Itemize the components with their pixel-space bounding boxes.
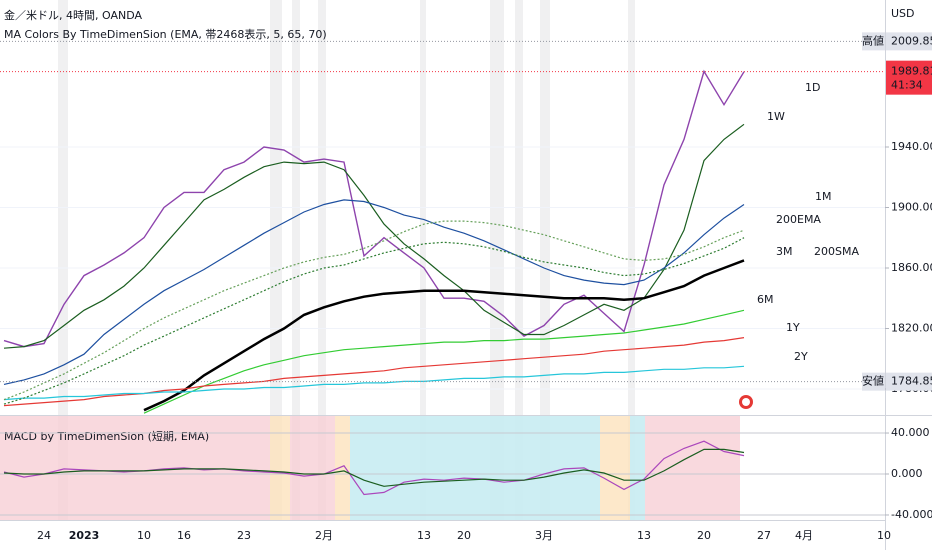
session-band	[58, 0, 68, 520]
event-icon-inner	[742, 398, 750, 406]
series-line	[3, 199, 745, 385]
marker-value-box	[886, 32, 932, 51]
x-tick-label: 20	[457, 529, 471, 542]
marker-name-box	[862, 372, 885, 391]
series-line	[143, 259, 745, 412]
macd-state	[270, 416, 290, 520]
marker-value: 2009.850	[891, 34, 932, 47]
series-label: 1M	[815, 190, 832, 203]
y-tick-label: -40.000	[891, 508, 932, 521]
macd-state	[630, 416, 645, 520]
macd-state	[350, 416, 600, 520]
marker-name: 高値	[862, 33, 884, 47]
series-label: 1W	[767, 110, 785, 123]
series-line	[3, 365, 745, 401]
marker-name: 安値	[862, 374, 884, 388]
chart-title: 金／米ドル, 4時間, OANDA	[4, 8, 142, 22]
x-tick-label: 10	[137, 529, 151, 542]
session-band	[420, 0, 426, 520]
series-label: 2Y	[794, 350, 808, 363]
session-band	[540, 0, 550, 520]
x-tick-label: 2月	[315, 529, 333, 542]
last-price-box	[886, 60, 932, 95]
x-tick-label: 2023	[69, 529, 100, 542]
session-band	[515, 0, 523, 520]
y-tick-label: 1900.000	[891, 201, 932, 214]
series-label: 200SMA	[814, 245, 859, 258]
series-line	[3, 69, 745, 348]
macd-state	[645, 416, 740, 520]
x-tick-label: 10	[877, 529, 891, 542]
y-tick-label: 40.000	[891, 426, 930, 439]
series-label: 200EMA	[776, 213, 821, 226]
x-tick-label: 20	[697, 529, 711, 542]
session-band	[270, 0, 282, 520]
series-line	[3, 448, 745, 487]
x-tick-label: 13	[637, 529, 651, 542]
currency: USD	[891, 7, 915, 20]
indicator-title: MA Colors By TimeDimenSion (EMA, 帯2468表示…	[4, 27, 327, 41]
macd-state	[290, 416, 335, 520]
y-tick-label: 1940.000	[891, 140, 932, 153]
y-tick-label: 0.000	[891, 467, 923, 480]
x-tick-label: 3月	[535, 529, 553, 542]
macd-state	[600, 416, 630, 520]
last-price: 1989.815	[891, 65, 932, 78]
macd-title: MACD by TimeDimenSion (短期, EMA)	[4, 429, 209, 443]
x-tick-label: 24	[37, 529, 51, 542]
session-band	[292, 0, 300, 520]
series-line	[3, 220, 745, 401]
x-tick-label: 4月	[795, 529, 813, 542]
countdown: 41:34	[891, 79, 923, 92]
session-band	[490, 0, 504, 520]
series-label: 3M	[776, 245, 793, 258]
x-tick-label: 13	[417, 529, 431, 542]
series-label: 6M	[757, 293, 774, 306]
x-tick-label: 16	[177, 529, 191, 542]
x-tick-label: 27	[757, 529, 771, 542]
series-line	[3, 237, 745, 405]
series-line	[3, 123, 745, 349]
x-tick-label: 23	[237, 529, 251, 542]
marker-value: 1784.850	[891, 375, 932, 388]
series-label: 1Y	[786, 321, 800, 334]
y-tick-label: 1860.000	[891, 261, 932, 274]
series-label: 1D	[805, 81, 820, 94]
series-line	[143, 309, 745, 414]
y-tick-label: 1820.000	[891, 321, 932, 334]
session-band	[318, 0, 326, 520]
series-line	[3, 337, 745, 407]
macd-state	[335, 416, 350, 520]
series-line	[3, 440, 745, 496]
marker-value-box	[886, 372, 932, 391]
marker-name-box	[862, 32, 885, 51]
